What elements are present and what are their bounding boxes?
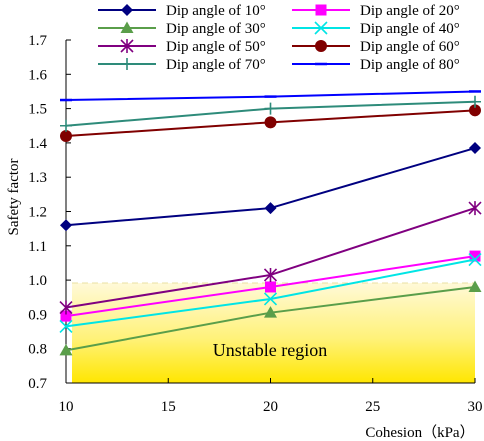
series-3 <box>59 280 482 356</box>
data-point <box>264 202 277 215</box>
legend: Dip angle of 10° Dip angle of 20° Dip angl… <box>98 3 460 73</box>
data-point <box>263 267 278 282</box>
legend-swatch-marker <box>121 4 133 16</box>
series-6 <box>60 104 481 143</box>
data-point <box>264 102 277 115</box>
data-point <box>60 310 72 322</box>
legend-item: Dip angle of 50° <box>98 39 266 55</box>
x-tick-label: 10 <box>59 399 74 415</box>
y-tick-label: 0.7 <box>28 376 47 392</box>
y-tick-label: 1.0 <box>28 273 47 289</box>
data-point <box>60 130 72 143</box>
data-point <box>59 300 73 315</box>
legend-label: Dip angle of 40° <box>360 21 460 37</box>
legend-item: Dip angle of 30° <box>98 21 266 37</box>
legend-item: Dip angle of 80° <box>292 57 460 73</box>
series-7 <box>60 95 481 132</box>
series-8 <box>60 90 481 102</box>
x-axis-label: Cohesion（kPa） <box>365 424 474 441</box>
legend-label: Dip angle of 70° <box>166 57 266 73</box>
legend-swatch-marker <box>120 21 134 33</box>
x-tick-label: 25 <box>365 399 380 415</box>
data-point <box>468 280 482 292</box>
legend-label: Dip angle of 30° <box>166 21 266 37</box>
legend-label: Dip angle of 50° <box>166 39 266 55</box>
series-layer <box>59 90 482 356</box>
y-tick-label: 1.4 <box>28 136 47 152</box>
y-tick-label: 1.5 <box>28 102 47 118</box>
x-tick-label: 15 <box>161 399 176 415</box>
data-point <box>469 250 481 262</box>
unstable-region <box>72 283 475 383</box>
y-tick-label: 0.9 <box>28 307 47 323</box>
data-point <box>468 252 482 267</box>
data-point <box>60 119 72 132</box>
series-2 <box>60 250 481 322</box>
data-point <box>264 116 277 129</box>
y-tick-label: 1.6 <box>28 67 47 83</box>
legend-label: Dip angle of 20° <box>360 3 460 19</box>
series-5 <box>59 201 482 315</box>
data-point <box>264 306 277 318</box>
legend-swatch-marker <box>315 4 327 16</box>
data-point <box>468 201 482 216</box>
legend-swatch-marker <box>315 40 327 52</box>
y-tick-label: 1.1 <box>28 239 47 255</box>
data-point <box>469 142 481 155</box>
legend-label: Dip angle of 10° <box>166 3 266 19</box>
x-tick-label: 20 <box>263 399 278 415</box>
y-tick-label: 1.3 <box>28 170 47 186</box>
data-point <box>59 319 73 333</box>
y-tick-label: 0.8 <box>28 342 47 358</box>
data-point <box>469 95 481 108</box>
x-tick-label: 30 <box>468 399 483 415</box>
series-1 <box>60 142 481 232</box>
data-point <box>60 219 72 232</box>
legend-swatch-marker <box>121 58 133 70</box>
legend-label: Dip angle of 60° <box>360 39 460 55</box>
data-point <box>263 292 278 306</box>
y-axis-label: Safety factor <box>6 158 22 235</box>
axes: 0.7 0.8 0.9 1.0 1.1 1.2 1.3 1.4 1.5 1.6 1.7 10 15 20 2… <box>28 33 482 415</box>
data-point <box>265 281 276 293</box>
legend-item: Dip angle of 20° <box>292 3 460 19</box>
legend-swatch-marker <box>314 21 328 35</box>
legend-item: Dip angle of 70° <box>98 57 266 73</box>
legend-swatch-marker <box>120 39 134 53</box>
legend-label: Dip angle of 80° <box>360 57 460 73</box>
series-4 <box>59 252 482 333</box>
legend-item: Dip angle of 60° <box>292 39 460 55</box>
data-point <box>469 104 481 117</box>
legend-item: Dip angle of 10° <box>98 3 266 19</box>
legend-item: Dip angle of 40° <box>292 21 460 37</box>
y-tick-label: 1.7 <box>28 33 47 49</box>
unstable-region-label: Unstable region <box>213 340 327 360</box>
data-point <box>59 343 73 356</box>
y-tick-label: 1.2 <box>28 205 47 221</box>
